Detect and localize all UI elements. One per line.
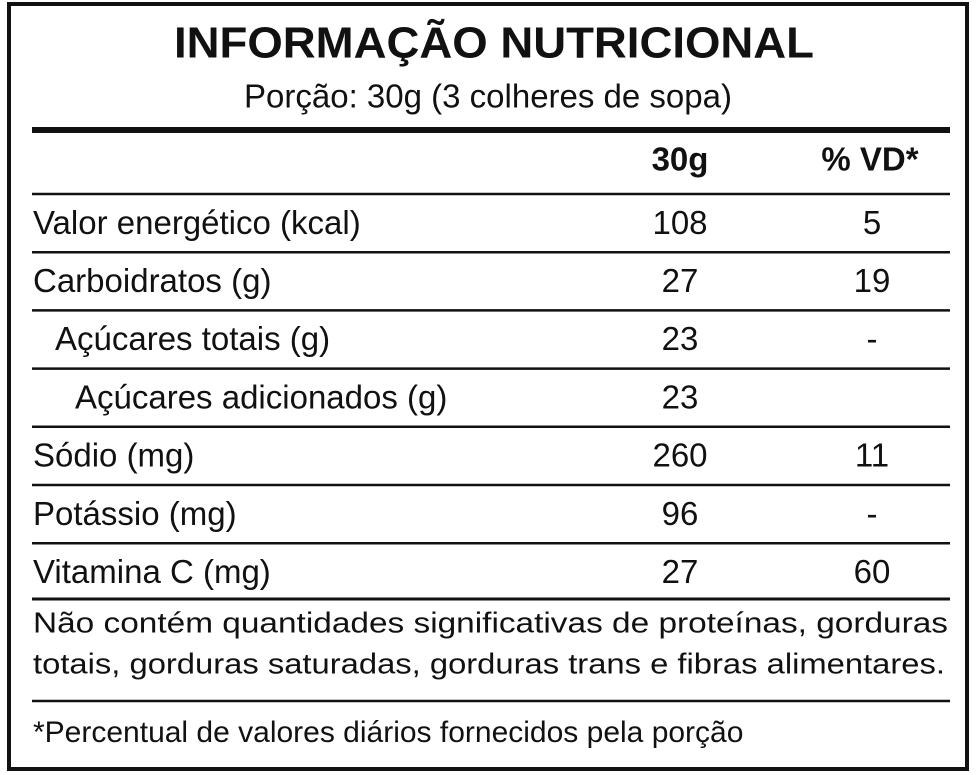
nutrient-name: Sódio (mg) [33,437,194,474]
daily-value: 60 [854,553,891,590]
title: INFORMAÇÃO NUTRICIONAL [174,18,814,68]
nutrient-name: Carboidratos (g) [33,262,271,299]
subtitle: Porção: 30g (3 colheres de sopa) [244,78,732,115]
amount: 23 [662,378,699,415]
daily-value: - [867,320,878,357]
daily-value: - [867,495,878,532]
amount: 27 [662,553,699,590]
nutrient-name: Potássio (mg) [33,495,237,532]
amount: 27 [662,262,699,299]
nutrient-name: Açúcares totais (g) [55,320,330,357]
amount: 23 [662,320,699,357]
daily-value: 5 [863,204,881,241]
column-header: 30g [652,141,709,178]
column-header: % VD* [821,141,918,178]
note-line: Não contém quantidades significativas de… [33,608,948,640]
nutrient-name: Valor energético (kcal) [33,204,361,241]
nutrient-name: Açúcares adicionados (g) [75,378,447,415]
note-line: totais, gorduras saturadas, gorduras tra… [33,649,945,681]
footnote: *Percentual de valores diários fornecido… [33,716,743,749]
daily-value: 11 [855,437,889,474]
amount: 96 [662,495,699,532]
nutrient-name: Vitamina C (mg) [33,553,271,590]
amount: 260 [652,437,707,474]
amount: 108 [652,204,707,241]
daily-value: 19 [854,262,891,299]
